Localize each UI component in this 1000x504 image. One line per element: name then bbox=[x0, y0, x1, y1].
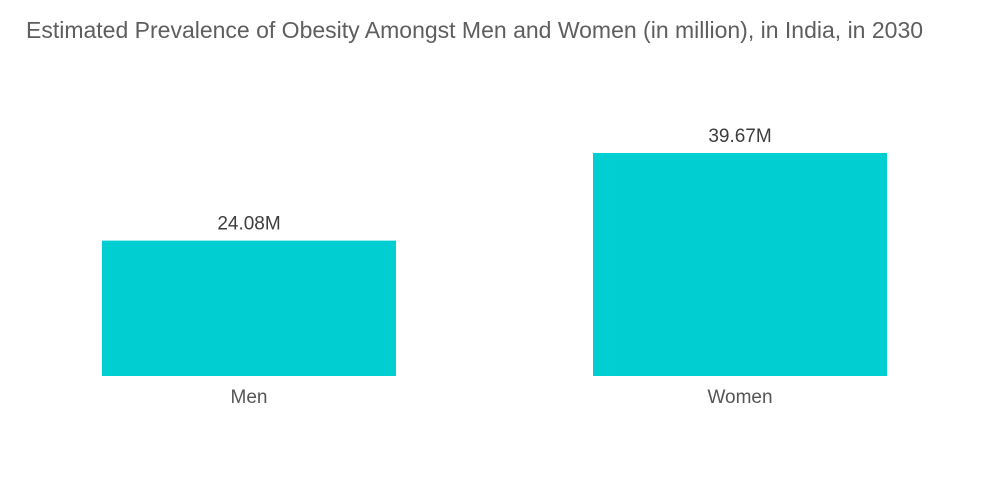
data-label-women: 39.67M bbox=[708, 126, 771, 147]
bar-women bbox=[593, 152, 887, 376]
bar-men bbox=[102, 240, 396, 376]
chart-title: Estimated Prevalence of Obesity Amongst … bbox=[26, 17, 924, 43]
x-tick-label-women: Women bbox=[707, 387, 772, 408]
x-tick-label-men: Men bbox=[231, 387, 268, 408]
data-label-men: 24.08M bbox=[217, 214, 280, 235]
